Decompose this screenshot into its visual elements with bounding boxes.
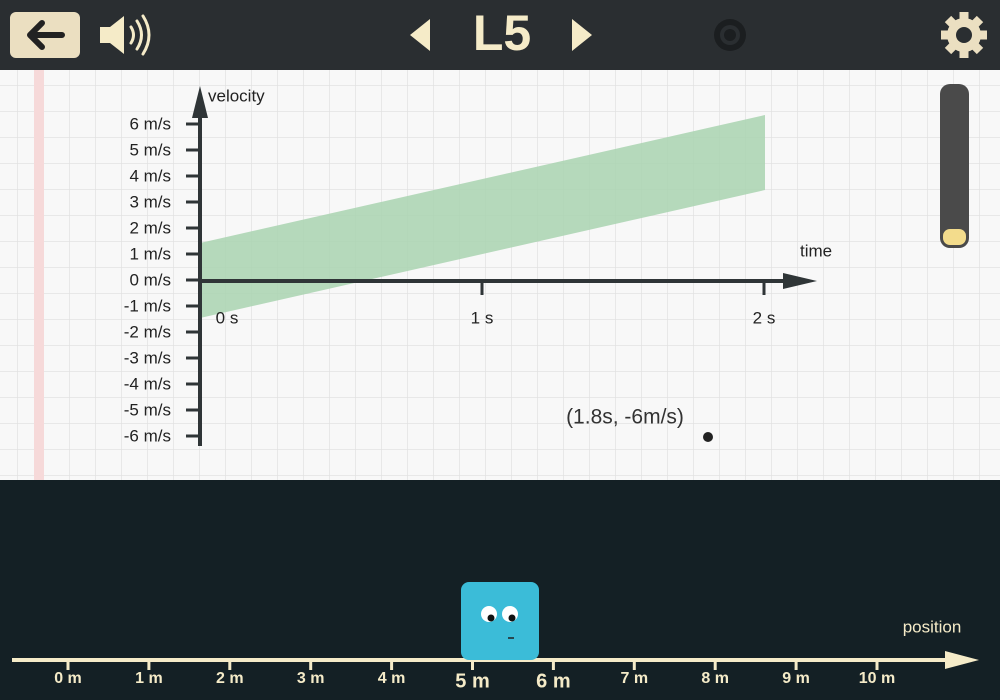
track-tick-label: 4 m (378, 670, 406, 687)
track-tick-label: 5 m (455, 670, 489, 692)
x-tick-label: 2 s (753, 308, 776, 327)
y-tick-label: 5 m/s (129, 140, 171, 159)
x-axis-arrow (783, 273, 817, 289)
x-axis-label: time (800, 241, 832, 260)
back-button[interactable] (10, 12, 80, 58)
y-axis-label: velocity (208, 86, 265, 105)
track-tick-label: 2 m (216, 670, 244, 687)
player-block[interactable] (461, 582, 539, 660)
track-tick-label: 3 m (297, 670, 325, 687)
sound-button[interactable] (100, 14, 151, 56)
y-tick-label: 0 m/s (129, 270, 171, 289)
y-tick-label: 4 m/s (129, 166, 171, 185)
track-tick-label: 10 m (859, 670, 895, 687)
x-tick-label: 1 s (471, 308, 494, 327)
margin-line (34, 70, 44, 480)
record-button[interactable] (714, 19, 746, 51)
top-bar (0, 0, 1000, 70)
y-tick-label: 1 m/s (129, 244, 171, 263)
y-tick-label: 3 m/s (129, 192, 171, 211)
speed-slider[interactable] (940, 84, 969, 248)
y-tick-label: -4 m/s (124, 374, 171, 393)
y-tick-label: -2 m/s (124, 322, 171, 341)
graph-paper (0, 70, 1000, 480)
track-tick-label: 6 m (536, 670, 570, 692)
settings-button[interactable] (941, 12, 987, 58)
track-tick-label: 1 m (135, 670, 163, 687)
target-point (703, 432, 713, 442)
graph: velocity time 6 m/s 5 m/s 4 m/s 3 m/s 2 m/s 1 m… (124, 86, 832, 446)
y-axis-arrow (192, 86, 208, 118)
next-level[interactable] (572, 19, 592, 51)
y-tick-label: 2 m/s (129, 218, 171, 237)
track-tick-label: 0 m (54, 670, 82, 687)
y-tick-label: -1 m/s (124, 296, 171, 315)
point-label: (1.8s, -6m/s) (566, 406, 684, 429)
y-tick-label: 6 m/s (129, 114, 171, 133)
y-tick-label: -3 m/s (124, 348, 171, 367)
track-tick-label: 7 m (621, 670, 649, 687)
track-tick-label: 9 m (782, 670, 810, 687)
level-title: L5 (473, 5, 531, 61)
target-band (200, 115, 765, 318)
track-label: position (903, 617, 962, 636)
track-arrow (945, 651, 979, 669)
track-tick-label: 8 m (701, 670, 729, 687)
prev-level[interactable] (410, 19, 430, 51)
x-tick-label: 0 s (216, 308, 239, 327)
y-tick-label: -6 m/s (124, 426, 171, 445)
y-tick-label: -5 m/s (124, 400, 171, 419)
